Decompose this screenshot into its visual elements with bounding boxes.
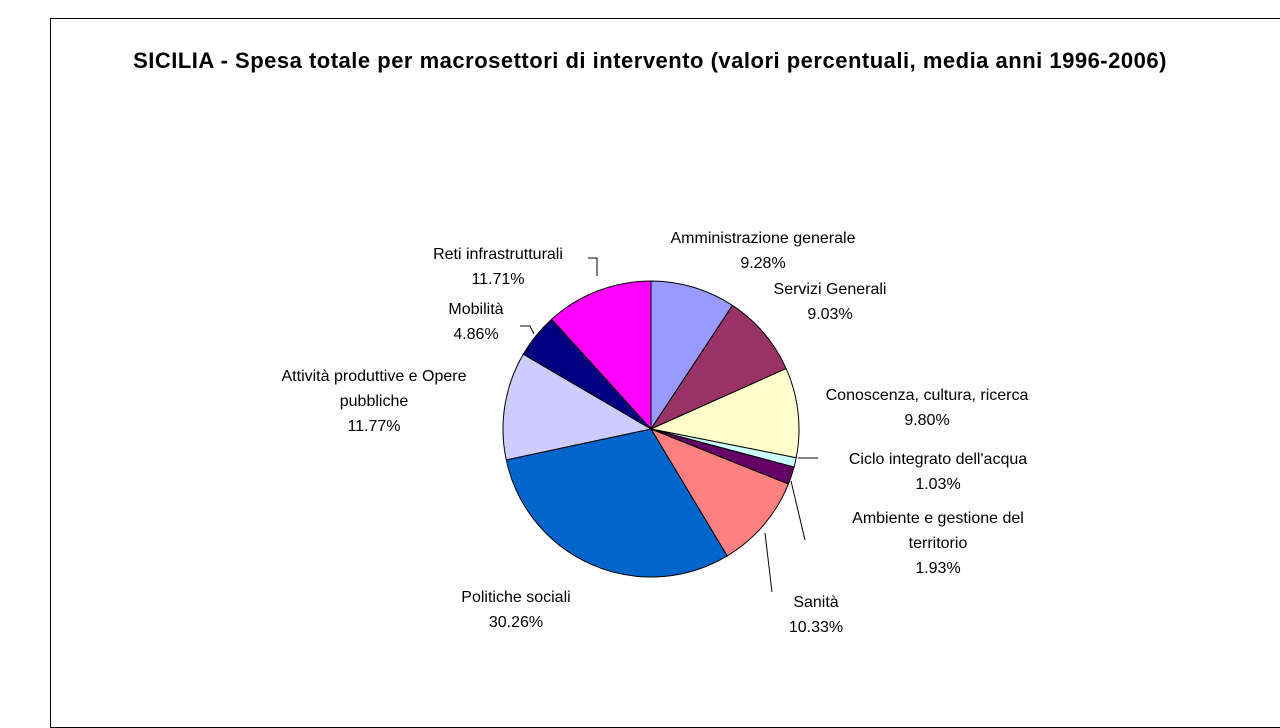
label-name: Servizi Generali [773,281,887,298]
pie-slice [650,280,734,431]
data-label: Attività produttive e Opere pubbliche 11.… [257,364,492,439]
pie-slice [550,280,652,431]
label-value: 4.86% [453,326,499,343]
label-name: Amministrazione generale [670,230,856,247]
chart-title: SICILIA - Spesa totale per macrosettori … [133,48,1167,73]
pie-slice [502,353,653,461]
label-value: 9.03% [807,306,853,323]
data-label: Amministrazione generale 9.28% [653,226,873,276]
pie-slice [649,427,790,557]
label-name: Politiche sociali [461,589,571,606]
label-name: Ambiente e gestione del territorio [852,510,1024,552]
label-value: 11.71% [471,271,525,288]
label-name: Attività produttive e Opere pubbliche [281,368,467,410]
data-label: Sanità 10.33% [766,590,866,640]
label-name: Reti infrastrutturali [433,246,563,263]
data-label: Mobilità 4.86% [416,297,536,347]
label-name: Conoscenza, cultura, ricerca [825,387,1029,404]
leader-line [764,532,773,593]
label-value: 11.77% [347,418,401,435]
leader-line [520,325,535,335]
data-label: Politiche sociali 30.26% [416,585,616,635]
pie-slice [505,428,728,578]
leader-line [588,257,598,276]
leader-line [790,480,806,541]
label-value: 10.33% [788,619,844,636]
pie-slice [649,367,800,459]
label-name: Ciclo integrato dell'acqua [848,451,1028,468]
data-label: Ciclo integrato dell'acqua 1.03% [808,447,1068,497]
data-label: Conoscenza, cultura, ricerca 9.80% [797,383,1057,433]
label-name: Mobilità [448,301,504,318]
label-value: 9.28% [740,255,786,272]
label-value: 9.80% [904,412,950,429]
label-value: 1.03% [915,476,961,493]
label-name: Sanità [793,594,839,611]
label-value: 30.26% [488,614,544,631]
data-label: Servizi Generali 9.03% [730,277,930,327]
data-label: Reti infrastrutturali 11.71% [398,242,598,292]
label-value: 1.93% [915,560,961,577]
pie-slice [649,304,787,431]
data-label: Ambiente e gestione del territorio 1.93% [843,506,1033,581]
